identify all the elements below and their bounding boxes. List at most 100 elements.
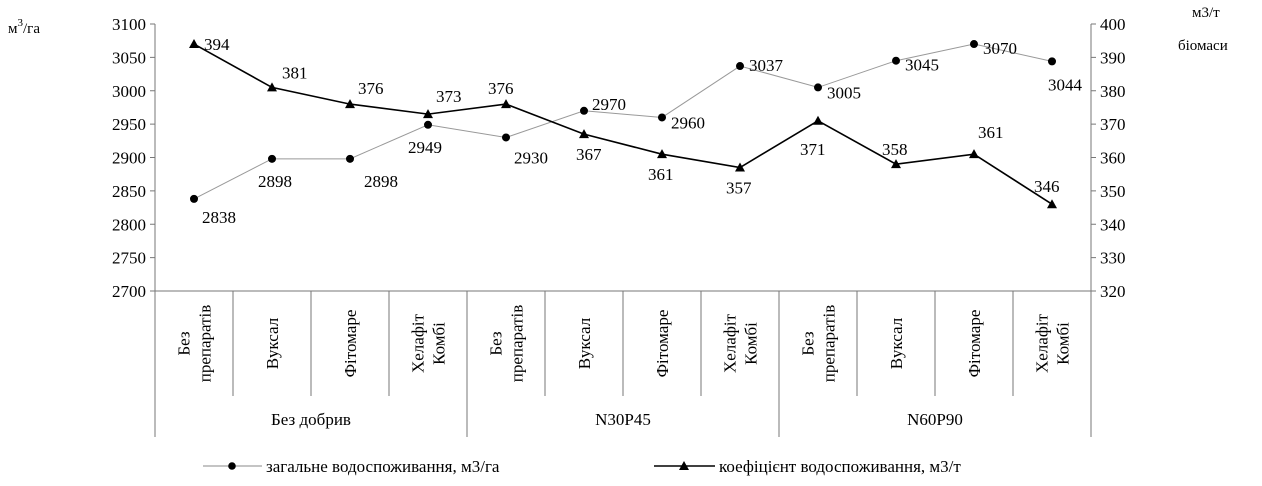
category-label-line: Фітомаре xyxy=(965,310,984,378)
category-label-line: Хелафіт xyxy=(409,313,428,373)
category-label-line: Без xyxy=(487,331,506,356)
category-label-line: Вуксал xyxy=(575,317,594,369)
group-label: N30P45 xyxy=(595,410,651,429)
right-axis-title-line1: м3/т xyxy=(1192,5,1220,21)
left-tick-label: 2800 xyxy=(112,215,146,234)
right-tick-label: 340 xyxy=(1100,215,1126,234)
left-tick-label: 2850 xyxy=(112,182,146,201)
series-2-data-label: 361 xyxy=(648,165,674,184)
series-1-data-label: 2949 xyxy=(408,138,442,157)
series-1-data-label: 2970 xyxy=(592,95,626,114)
series-2-line xyxy=(193,43,1053,205)
series-1-point xyxy=(268,154,276,163)
category-label-line: препаратів xyxy=(820,305,839,383)
category-label-line: Комбі xyxy=(742,322,761,365)
series-1-point xyxy=(814,83,822,92)
category-label: Вуксал xyxy=(887,317,906,369)
series-2-data-label: 358 xyxy=(882,140,908,159)
left-tick-label: 2750 xyxy=(112,249,146,268)
category-label: Хелафіт Комбі xyxy=(409,313,449,373)
series-2-point xyxy=(423,109,433,119)
left-tick-label: 3100 xyxy=(112,15,146,34)
series-2-data-label: 376 xyxy=(358,79,384,98)
category-label: Без препаратів xyxy=(799,305,839,383)
category-label: Хелафіт Комбі xyxy=(1033,313,1073,373)
left-axis-ticks: 2700 2750 2800 2850 2900 2950 3000 3050 3100 xyxy=(112,15,155,301)
series-1-point xyxy=(892,56,900,65)
category-label: Вуксал xyxy=(263,317,282,369)
right-tick-label: 350 xyxy=(1100,182,1126,201)
category-label-line: Комбі xyxy=(430,322,449,365)
series-2-data-label: 394 xyxy=(204,35,230,54)
series-1-data-label: 3070 xyxy=(983,39,1017,58)
series-2-data-label: 381 xyxy=(282,63,308,82)
left-axis-title: м3/га xyxy=(8,17,40,37)
series-1-point xyxy=(502,133,510,142)
category-label: Без препаратів xyxy=(487,305,527,383)
series-2-point xyxy=(735,162,745,172)
category-label-line: препаратів xyxy=(508,305,527,383)
category-label: Фітомаре xyxy=(341,310,360,378)
series-1-point xyxy=(190,194,198,203)
legend-series-1-marker xyxy=(228,462,236,470)
series-2-point xyxy=(1047,199,1057,209)
series-2-point xyxy=(189,39,199,49)
category-label-line: Комбі xyxy=(1054,322,1073,365)
category-label-line: препаратів xyxy=(196,305,215,383)
legend-series-2-label: коефіцієнт водоспоживання, м3/т xyxy=(719,457,961,476)
series-1-point xyxy=(424,120,432,129)
series-1-point xyxy=(658,113,666,122)
series-1-point xyxy=(346,154,354,163)
series-2-data-label: 373 xyxy=(436,87,462,106)
series-1-data-label: 2898 xyxy=(364,172,398,191)
series-2-point xyxy=(813,115,823,125)
series-1-point xyxy=(580,106,588,115)
series-2-point xyxy=(267,82,277,92)
series-2-point xyxy=(345,99,355,109)
category-label: Фітомаре xyxy=(653,310,672,378)
series-1-point xyxy=(970,40,978,49)
series-2-point xyxy=(501,99,511,109)
left-tick-label: 3000 xyxy=(112,82,146,101)
chart-axes xyxy=(154,24,1092,437)
series-2-point xyxy=(891,159,901,169)
category-label-line: Вуксал xyxy=(263,317,282,369)
series-lines xyxy=(193,43,1053,205)
left-tick-label: 2950 xyxy=(112,115,146,134)
right-axis-ticks: 320 330 340 350 360 370 380 390 400 xyxy=(1091,15,1126,301)
left-tick-label: 2900 xyxy=(112,149,146,168)
category-label-line: Хелафіт xyxy=(1033,313,1052,373)
right-tick-label: 370 xyxy=(1100,115,1126,134)
series-2-data-label: 361 xyxy=(978,123,1004,142)
category-label: Фітомаре xyxy=(965,310,984,378)
series-1-data-label: 3037 xyxy=(749,56,784,75)
series-2-point xyxy=(657,149,667,159)
category-label-line: Без xyxy=(175,331,194,356)
right-axis-title-line2: біомаси xyxy=(1178,38,1228,54)
right-tick-label: 320 xyxy=(1100,282,1126,301)
category-label-line: Без xyxy=(799,331,818,356)
group-labels: Без добрив N30P45 N60P90 xyxy=(271,410,963,429)
category-label: Вуксал xyxy=(575,317,594,369)
category-label-line: Фітомаре xyxy=(653,310,672,378)
series-1-data-label: 2838 xyxy=(202,208,236,227)
right-tick-label: 330 xyxy=(1100,249,1126,268)
category-labels: Без препаратів Вуксал Фітомаре Хелафіт Комбі Б… xyxy=(175,305,1073,383)
right-tick-label: 360 xyxy=(1100,149,1126,168)
series-2-point xyxy=(579,129,589,139)
series-1-data-label: 2930 xyxy=(514,148,548,167)
series-2-data-label: 376 xyxy=(488,79,514,98)
legend-series-2-marker xyxy=(679,461,689,470)
series-1-data-label: 3044 xyxy=(1048,75,1083,94)
left-tick-label: 2700 xyxy=(112,282,146,301)
series-markers xyxy=(189,39,1057,209)
category-label: Хелафіт Комбі xyxy=(721,313,761,373)
series-2-data-label: 371 xyxy=(800,140,826,159)
category-label-line: Фітомаре xyxy=(341,310,360,378)
group-label: N60P90 xyxy=(907,410,963,429)
series-1-data-label: 2898 xyxy=(258,172,292,191)
right-tick-label: 390 xyxy=(1100,48,1126,67)
series-2-data-label: 367 xyxy=(576,145,602,164)
series-2-data-label: 346 xyxy=(1034,177,1060,196)
series-1-data-label: 2960 xyxy=(671,113,705,132)
